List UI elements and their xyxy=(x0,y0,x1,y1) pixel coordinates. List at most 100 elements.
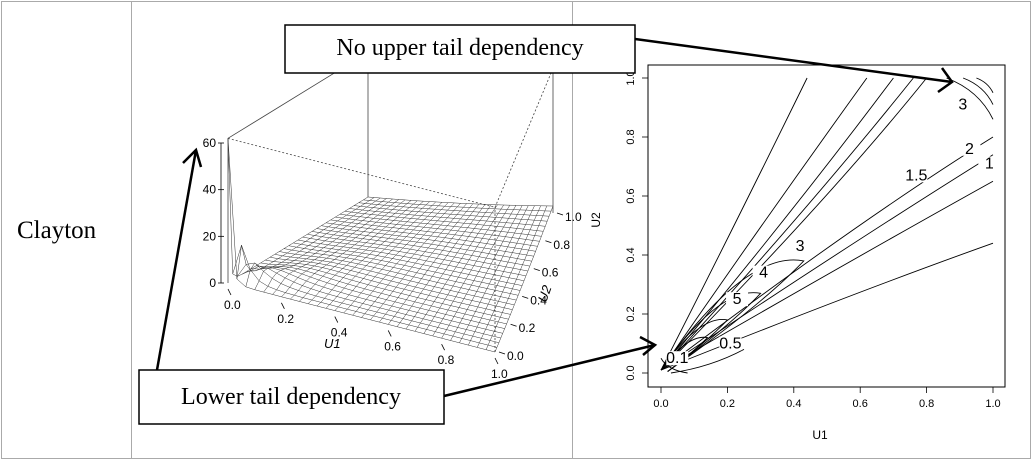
surface-mesh-line xyxy=(353,205,548,222)
surface-mesh-line xyxy=(241,265,501,339)
contour-label-bg xyxy=(951,97,974,112)
callout-arrow-head xyxy=(937,67,954,94)
surface-x-tick-label: 0.4 xyxy=(331,326,348,340)
surface-mesh-line xyxy=(302,236,526,277)
surface-mesh-line xyxy=(265,259,511,315)
contour-label: 3 xyxy=(958,97,967,114)
surface-box-edge xyxy=(494,68,554,208)
lower-tail-text: Lower tail dependency xyxy=(181,384,401,410)
contour-y-tick-label: 0.4 xyxy=(625,247,637,262)
surface-x-tick xyxy=(387,330,392,337)
upper-tail-callout: No upper tail dependency xyxy=(284,24,636,74)
upper-tail-text: No upper tail dependency xyxy=(336,35,583,61)
contour-axes: 0.0 0.2 0.4 0.6 0.8 1.0 0.0 0.2 0.4 0.6 0.8 1.0 xyxy=(625,70,1001,410)
contour-label: 4 xyxy=(759,265,768,282)
contour-y-tick-label: 0.2 xyxy=(625,306,637,321)
surface-mesh-line xyxy=(325,222,536,252)
surface-y-tick xyxy=(545,240,552,244)
contour-line xyxy=(660,136,994,371)
surface-x-tick-label: 0.8 xyxy=(438,353,455,367)
surface-y-tick xyxy=(522,296,529,299)
surface-mesh-line xyxy=(367,196,554,207)
surface-z-tick-label: 0 xyxy=(209,276,216,290)
surface-mesh-line xyxy=(316,228,532,262)
contour-line xyxy=(662,318,729,372)
contour-label: 2 xyxy=(965,141,974,158)
surface-mesh-line xyxy=(283,248,519,296)
surface-x-tick xyxy=(281,302,285,309)
contour-label-bg xyxy=(666,351,689,366)
surface-y-tick-label: 0.6 xyxy=(542,266,559,280)
contour-line xyxy=(662,259,805,372)
surface-mesh-line xyxy=(279,251,517,301)
surface-mesh-line xyxy=(255,265,507,325)
surface-x-tick xyxy=(227,288,232,296)
surface-mesh-line xyxy=(330,219,538,247)
contour-y-tick-label: 0.8 xyxy=(625,129,637,144)
surface-x-tick-label: 0.2 xyxy=(277,312,294,326)
contour-label: 0.5 xyxy=(719,335,741,352)
lower-tail-box xyxy=(138,369,445,425)
callout-arrow-head xyxy=(639,335,658,356)
callout-arrow-line xyxy=(443,343,656,398)
contour-x-tick-label: 0.8 xyxy=(919,398,934,410)
contour-x-tick-label: 0.0 xyxy=(653,398,668,410)
contour-x-tick-label: 1.0 xyxy=(985,398,1000,410)
contour-label-bg xyxy=(726,292,749,307)
contour-line xyxy=(660,180,994,371)
contour-chart: 0.1 0.5 1 1.5 2 3 3 45 0.0 0.2 0.4 0.6 0.8 1.0 0.0 0.2… xyxy=(589,64,1006,442)
surface-mesh-line xyxy=(288,245,521,291)
contour-label-bg xyxy=(719,336,742,351)
contour-label: 5 xyxy=(733,291,742,308)
surface-mesh-line xyxy=(237,262,499,343)
contour-lines: 0.1 0.5 1 1.5 2 3 3 45 xyxy=(660,77,1001,374)
contour-y-axis-label: U2 xyxy=(589,212,603,228)
surface-mesh-line xyxy=(370,203,467,320)
contour-line xyxy=(660,77,927,371)
surface-z-tick-label: 20 xyxy=(203,229,217,243)
surface-y-tick-label: 0.4 xyxy=(530,293,547,307)
surface-y-tick-label: 1.0 xyxy=(565,210,582,224)
surface-x-axis-label: U1 xyxy=(324,336,341,351)
contour-x-axis-label: U1 xyxy=(812,428,828,442)
callout-arrows xyxy=(155,37,954,398)
surface-mesh-line xyxy=(227,138,496,353)
surface-y-tick xyxy=(556,212,564,216)
surface-y-tick-label: 0.2 xyxy=(519,321,536,335)
surface-mesh-line xyxy=(363,199,552,212)
surface-x-tick xyxy=(334,316,339,323)
surface-y-tick xyxy=(533,268,540,271)
contour-label: 3 xyxy=(796,238,805,255)
contour-label-bg xyxy=(978,156,1001,171)
surface-x-tick xyxy=(494,357,499,365)
surface-mesh-line xyxy=(274,254,515,306)
surface-y-axis-label: U2 xyxy=(535,283,555,304)
contour-x-tick-label: 0.4 xyxy=(786,398,801,410)
contour-line xyxy=(670,349,745,374)
contour-x-tick-label: 0.6 xyxy=(853,398,868,410)
surface-mesh-line xyxy=(311,231,530,267)
row-label: Clayton xyxy=(17,217,97,244)
surface-mesh-line xyxy=(290,200,412,300)
contour-label: 0.1 xyxy=(666,350,688,367)
contour-line xyxy=(660,77,808,371)
upper-tail-box xyxy=(284,24,636,74)
surface-y-tick-label: 0.0 xyxy=(507,349,524,363)
contour-line xyxy=(660,154,994,371)
surface-mesh-line xyxy=(339,213,542,237)
callout-arrow-line xyxy=(155,149,198,371)
surface-mesh-line xyxy=(251,267,505,329)
contour-label-bg xyxy=(752,265,775,280)
surface-box-edge xyxy=(227,137,496,208)
surface-z-tick-label: 40 xyxy=(203,183,217,197)
contour-line xyxy=(660,77,914,371)
contour-y-tick-label: 0.6 xyxy=(625,188,637,203)
surface-y-tick xyxy=(498,351,506,355)
contour-line xyxy=(660,358,688,374)
contour-line xyxy=(976,77,994,93)
surface-mesh-line xyxy=(361,203,461,318)
surface-chart: 0.0 0.2 0.4 0.6 0.8 1.0 0.0 0.2 0.4 0.6 0.8 1.0 0 20 4… xyxy=(203,51,582,381)
contour-plot-frame xyxy=(647,64,1006,388)
contour-label-bg xyxy=(905,168,928,183)
